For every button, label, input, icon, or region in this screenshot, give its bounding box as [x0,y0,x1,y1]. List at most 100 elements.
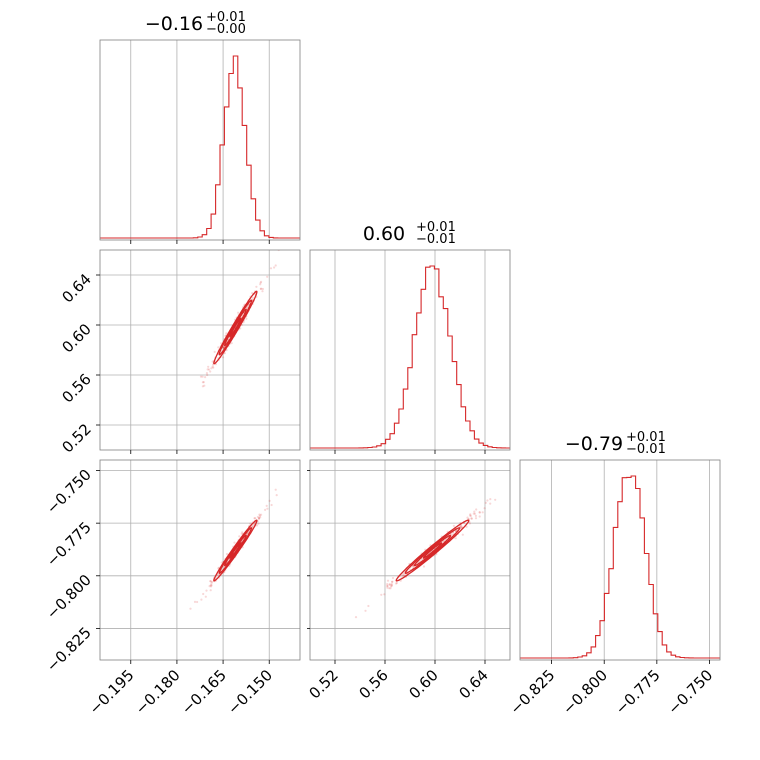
panel-background [100,250,300,450]
scatter-point [251,296,254,299]
scatter-point [475,508,478,511]
scatter-point [200,598,203,601]
scatter-point [220,342,223,345]
density-contour [229,317,242,338]
y-tick-label: −0.825 [43,624,95,676]
scatter-point [391,580,394,583]
scatter-point [388,583,391,586]
scatter-point [223,352,226,355]
scatter-point [469,514,472,518]
scatter-point [386,579,390,582]
scatter-point [261,290,264,293]
scatter-point [240,532,243,535]
scatter-point [412,564,415,567]
scatter-point [390,582,393,586]
scatter-point [386,583,389,586]
scatter-point [390,585,393,588]
scatter-content [199,250,280,388]
x-tick-label: −0.750 [664,666,716,718]
scatter-point [202,592,205,596]
scatter-point [275,494,278,497]
scatter-point [402,572,405,575]
x-tick-label: −0.825 [506,666,558,718]
y-tick-label: −0.750 [43,466,95,518]
scatter-point [233,541,236,544]
scatter-point [209,370,212,373]
x-tick-label: 0.60 [405,666,441,702]
scatter-point [246,306,249,309]
scatter-point [364,609,367,612]
scatter-point [259,516,262,519]
panel-background [310,460,510,660]
density-contour [213,290,258,365]
param-title-1: 0.60 [363,223,405,245]
scatter-point [472,512,475,515]
density-contour [229,541,242,559]
scatter-point [253,517,256,520]
x-tick-label: −0.150 [224,666,276,718]
param-title-minus-2: −0.01 [626,442,666,457]
density-contour [218,299,253,356]
scatter-point [259,287,262,290]
histogram-panel-0: −0.16 +0.01−0.00 [99,10,301,244]
scatter-point [204,376,207,379]
scatter-point [481,511,484,514]
scatter-point [256,515,259,519]
y-tick-label: 0.60 [58,320,94,356]
y-tick-label: 0.64 [58,270,94,306]
scatter-point [258,513,261,516]
scatter-point [204,595,207,598]
scatter-point [207,365,210,368]
scatter-point [252,524,255,527]
scatter-point [201,381,204,384]
scatter-point [205,589,208,592]
x-tick-label: 0.56 [355,666,391,702]
scatter-content [189,488,278,610]
scatter-point [257,517,261,521]
scatter-point [208,585,211,588]
panel-background [100,460,300,660]
scatter-point [465,525,468,528]
panel-frame [309,459,511,661]
scatter-point [459,525,462,528]
scatter-point [388,583,391,586]
scatter-point [391,580,394,583]
scatter-point [189,607,192,610]
scatter-point [259,281,262,284]
histogram-steps-2 [520,475,720,659]
scatter-point [474,514,477,518]
param-title-minus-1: −0.01 [416,232,456,247]
scatter-point [225,552,229,556]
scatter-point [466,516,469,519]
panel-background [100,40,300,240]
scatter-point [470,517,473,520]
scatter-point [238,535,241,538]
scatter-point [241,531,244,534]
y-tick-label: −0.775 [43,518,95,570]
scatter-point [207,368,211,371]
scatter-point [210,367,213,370]
scatter-point [401,574,404,578]
scatter-point [193,600,197,604]
scatter-point [258,517,261,520]
y-tick-label: 0.56 [58,370,94,406]
scatter-point [255,524,259,527]
scatter-point [390,584,393,587]
scatter-point [249,522,252,525]
scatter-point [412,565,415,568]
scatter-point [210,584,213,587]
panel-frame [519,459,721,661]
x-tick-label: −0.195 [86,666,138,718]
scatter-point [258,514,262,517]
param-title-plus-0: +0.01 [206,10,246,25]
histogram-steps-1 [310,265,510,449]
scatter-point [255,285,258,288]
scatter-point [354,616,358,619]
scatter-point [483,507,486,510]
scatter-point [264,508,267,511]
scatter-point [209,589,212,592]
density-contour [404,527,461,574]
scatter-point [254,517,257,520]
scatter-point [260,280,263,283]
scatter-point [461,533,464,536]
